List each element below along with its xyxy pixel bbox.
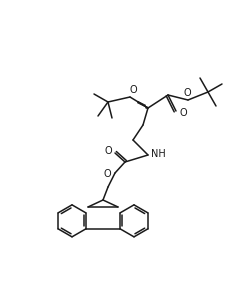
Text: O: O: [129, 85, 137, 95]
Text: O: O: [179, 108, 187, 118]
Text: NH: NH: [151, 149, 165, 159]
Text: O: O: [104, 146, 112, 156]
Text: O: O: [183, 88, 191, 98]
Text: O: O: [103, 169, 111, 179]
